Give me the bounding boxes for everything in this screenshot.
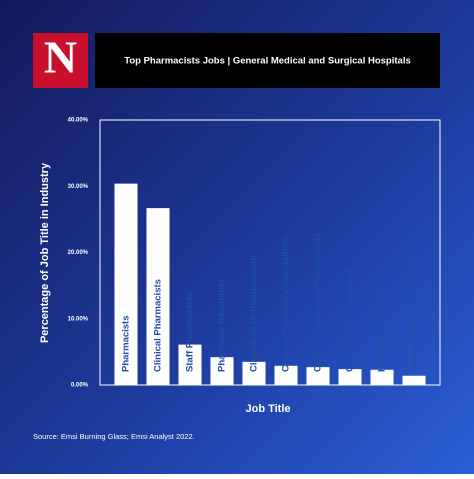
bar [274,365,298,385]
plot-frame [99,119,441,386]
y-tick-label: 10.00% [68,316,89,322]
x-tick-label: Hospital Pharmacists [377,275,388,372]
logo [33,33,88,88]
y-tick-label: 0.00% [71,383,89,389]
logo-letter: N [44,32,77,83]
x-tick-label: Clinical Pharmacy Specialists [281,238,292,372]
bar [210,357,234,385]
x-tick-label: Pharmacists [121,315,132,372]
bar [178,344,202,385]
y-tick-label: 30.00% [68,184,89,190]
bar [114,183,138,385]
title-banner [95,33,440,88]
source-note: Source: Emsi Burning Glass; Emsi Analyst… [33,432,195,441]
y-axis-label: Percentage of Job Title in Industry [39,162,51,343]
y-tick-label: 40.00% [68,118,89,124]
x-tick-label: Pharmacy Residents [217,279,228,372]
bar [146,208,170,385]
bar [306,367,330,385]
bar [338,369,362,385]
x-tick-label: Clinical Pharmacists [153,279,164,372]
x-axis-label: Job Title [245,403,290,415]
bar [370,369,394,385]
x-tick-label: Clinical Research Pharmacists [409,234,420,372]
x-tick-label: Clinical Oncology Pharmacists [313,233,324,372]
x-tick-label: Oncology Pharmacists [345,269,356,372]
bar [402,375,426,385]
x-tick-label: Clinical Staff Pharmacists [249,255,260,372]
x-tick-label: Staff Pharmacists [185,292,196,372]
bar [242,361,266,385]
chart-title: Top Pharmacists Jobs | General Medical a… [124,56,411,67]
y-tick-label: 20.00% [68,250,89,256]
